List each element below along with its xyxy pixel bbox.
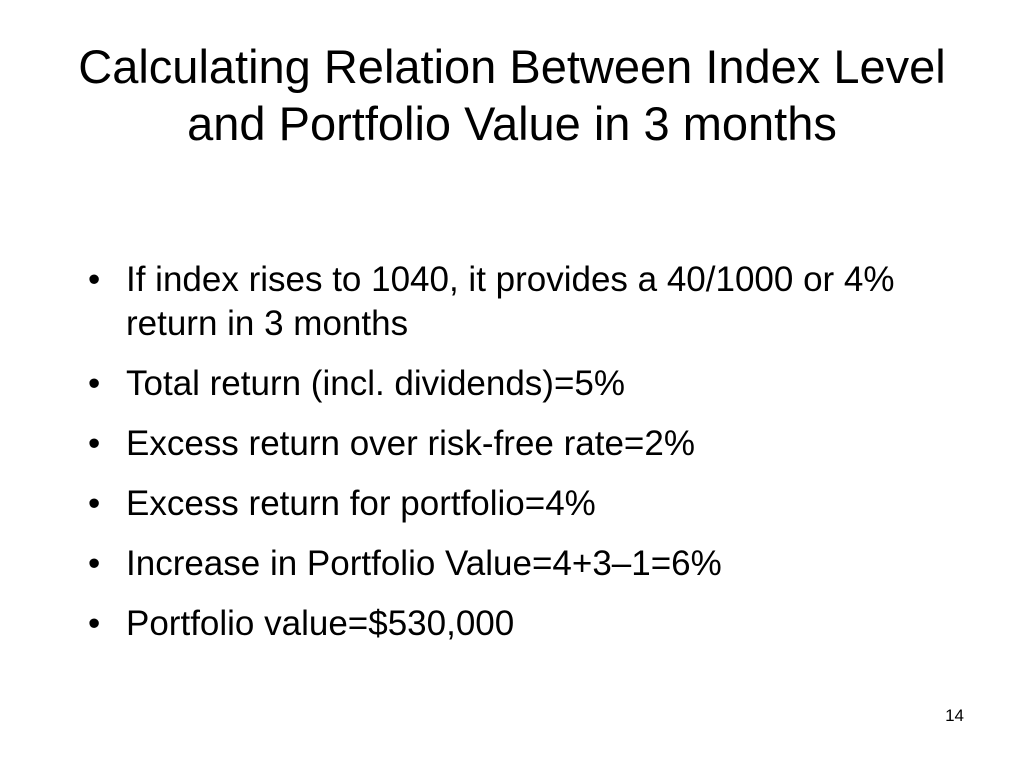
bullet-marker: •: [88, 544, 101, 583]
bullet-text: Excess return over risk-free rate=2%: [126, 424, 695, 463]
page-number: 14: [945, 706, 964, 725]
bullet-text: Total return (incl. dividends)=5%: [126, 364, 625, 403]
bullet-marker: •: [88, 260, 101, 299]
bullet-item: • If index rises to 1040, it provides a …: [88, 258, 928, 346]
bullet-text: Increase in Portfolio Value=4+3–1=6%: [126, 544, 722, 583]
bullet-text: Portfolio value=$530,000: [126, 604, 515, 643]
bullet-text: Excess return for portfolio=4%: [126, 484, 596, 523]
slide-title: Calculating Relation Between Index Level…: [78, 40, 946, 150]
bullet-text: If index rises to 1040, it provides a 40…: [126, 260, 895, 343]
bullet-item: • Portfolio value=$530,000: [88, 602, 928, 646]
bullet-item: • Excess return for portfolio=4%: [88, 482, 928, 526]
bullet-item: • Increase in Portfolio Value=4+3–1=6%: [88, 542, 928, 586]
bullet-marker: •: [88, 604, 101, 643]
bullet-marker: •: [88, 424, 101, 463]
bullet-item: • Total return (incl. dividends)=5%: [88, 362, 928, 406]
bullet-marker: •: [88, 364, 101, 403]
bullet-list: • If index rises to 1040, it provides a …: [88, 258, 928, 662]
bullet-item: • Excess return over risk-free rate=2%: [88, 422, 928, 466]
bullet-marker: •: [88, 484, 101, 523]
